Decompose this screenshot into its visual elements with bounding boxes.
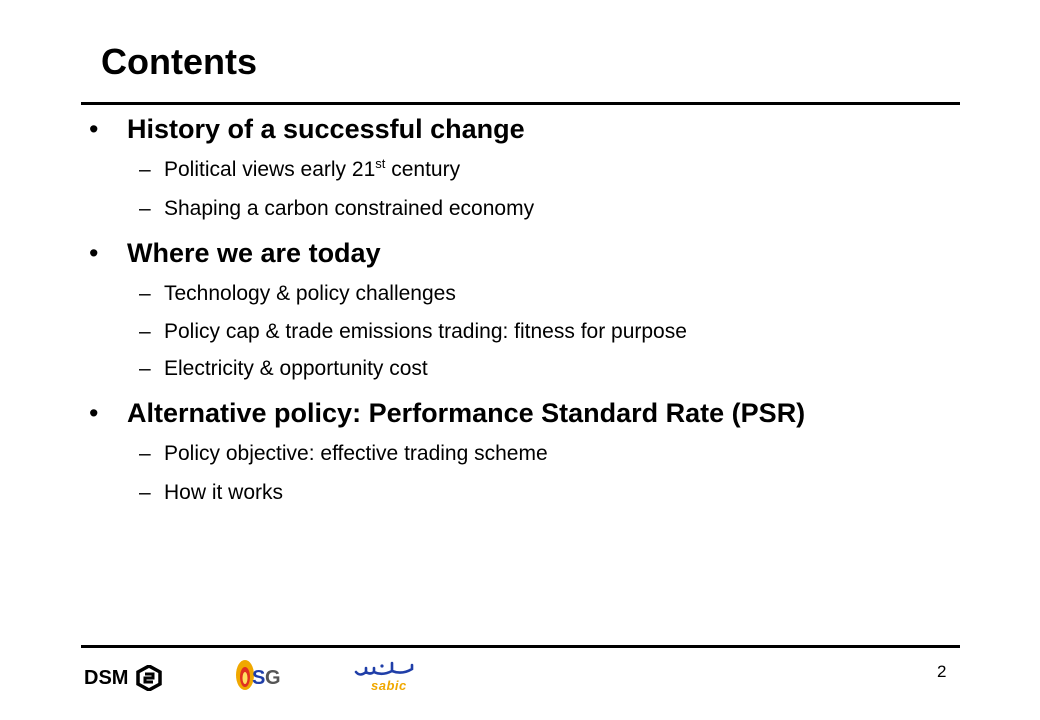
sabic-emblem-icon: sabic bbox=[354, 661, 414, 693]
sub-item-electricity: – Electricity & opportunity cost bbox=[139, 355, 428, 383]
dash-marker: – bbox=[139, 197, 151, 220]
section-heading-history: • History of a successful change bbox=[89, 112, 525, 146]
svg-text:S: S bbox=[252, 667, 265, 689]
dsm-emblem-icon bbox=[136, 665, 163, 691]
sabic-logo: sabic bbox=[352, 657, 418, 698]
section-heading-text: History of a successful change bbox=[127, 114, 525, 144]
bullet-marker: • bbox=[89, 114, 99, 144]
ordinal-suffix: st bbox=[375, 156, 386, 171]
section-heading-text: Alternative policy: Performance Standard… bbox=[127, 398, 806, 428]
title-divider bbox=[81, 102, 960, 105]
dash-marker: – bbox=[139, 442, 151, 465]
sub-item-text-end: century bbox=[385, 158, 461, 181]
dash-marker: – bbox=[139, 158, 151, 181]
dsm-wordmark: DSM bbox=[84, 666, 129, 689]
usg-emblem-icon: S G bbox=[236, 660, 281, 690]
usg-logo: S G bbox=[234, 656, 290, 697]
dash-marker: – bbox=[139, 282, 151, 305]
sub-item-how-it-works: – How it works bbox=[139, 479, 284, 507]
sub-item-text: How it works bbox=[164, 481, 284, 504]
section-heading-alternative-policy: • Alternative policy: Performance Standa… bbox=[89, 396, 806, 430]
sub-item-policy-objective: – Policy objective: effective trading sc… bbox=[139, 440, 548, 468]
sub-item-cap-trade: – Policy cap & trade emissions trading: … bbox=[139, 318, 687, 346]
sub-item-text: Technology & policy challenges bbox=[164, 282, 456, 305]
sub-item-technology-policy: – Technology & policy challenges bbox=[139, 280, 456, 308]
dsm-logo: DSM bbox=[84, 665, 163, 691]
footer-divider bbox=[81, 645, 960, 648]
dash-marker: – bbox=[139, 320, 151, 343]
sub-item-shaping-economy: – Shaping a carbon constrained economy bbox=[139, 195, 535, 223]
sub-item-text: Political views early 21 bbox=[164, 158, 376, 181]
sub-item-text: Policy cap & trade emissions trading: fi… bbox=[164, 320, 687, 343]
bullet-marker: • bbox=[89, 238, 99, 268]
sub-item-text: Electricity & opportunity cost bbox=[164, 357, 428, 380]
svg-text:sabic: sabic bbox=[371, 678, 407, 693]
svg-text:G: G bbox=[265, 667, 281, 689]
slide-title: Contents bbox=[101, 41, 257, 82]
sub-item-political-views: – Political views early 21st century bbox=[139, 156, 461, 184]
section-heading-text: Where we are today bbox=[127, 238, 381, 268]
sub-item-text: Policy objective: effective trading sche… bbox=[164, 442, 548, 465]
bullet-marker: • bbox=[89, 398, 99, 428]
section-heading-today: • Where we are today bbox=[89, 236, 381, 270]
dash-marker: – bbox=[139, 481, 151, 504]
page-number: 2 bbox=[937, 662, 947, 681]
sub-item-text: Shaping a carbon constrained economy bbox=[164, 197, 535, 220]
dash-marker: – bbox=[139, 357, 151, 380]
